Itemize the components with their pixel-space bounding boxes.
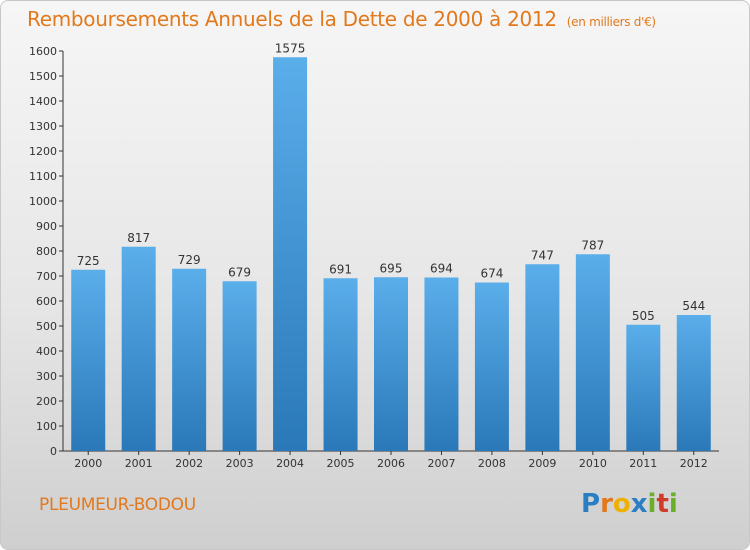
bar — [424, 277, 459, 451]
bar-series: 725 817 729 679 1575 691 695 694 674 747 787 505 544 — [71, 41, 711, 451]
bar-value-label: 694 — [430, 262, 453, 276]
bar-value-label: 505 — [632, 309, 655, 323]
proxiti-logo: Proxiti — [581, 489, 678, 519]
y-tick-label: 400 — [36, 345, 57, 358]
y-tick-label: 1500 — [29, 70, 57, 83]
y-tick-label: 600 — [36, 295, 57, 308]
bar-value-label: 729 — [178, 253, 201, 267]
logo-letter: t — [656, 489, 669, 519]
bar-value-label: 679 — [228, 265, 251, 279]
y-tick-label: 800 — [36, 245, 57, 258]
bar-value-label: 725 — [77, 254, 100, 268]
bar — [575, 254, 610, 451]
x-tick-label: 2007 — [427, 457, 455, 470]
bar-value-label: 747 — [531, 248, 554, 262]
y-tick-label: 1400 — [29, 95, 57, 108]
x-tick-label: 2000 — [74, 457, 102, 470]
bar — [474, 282, 509, 451]
chart-subtitle: (en milliers d'€) — [566, 15, 656, 29]
y-tick-label: 900 — [36, 220, 57, 233]
x-axis: 2000 2001 2002 2003 2004 2005 2006 2007 2008 2009… — [63, 450, 719, 470]
bar — [676, 315, 711, 451]
bar — [374, 277, 408, 451]
y-tick-label: 1300 — [29, 120, 57, 133]
y-tick-label: 1100 — [29, 170, 57, 183]
bar — [525, 264, 560, 451]
chart-title-text: Remboursements Annuels de la Dette de 20… — [27, 7, 557, 31]
x-tick-label: 2010 — [579, 457, 607, 470]
y-tick-label: 1200 — [29, 145, 57, 158]
x-tick-label: 2005 — [327, 457, 355, 470]
bar-value-label: 695 — [380, 261, 403, 275]
bar-value-label: 787 — [581, 238, 604, 252]
x-tick-label: 2001 — [125, 457, 153, 470]
y-tick-label: 200 — [36, 395, 57, 408]
bar — [172, 268, 207, 451]
x-tick-label: 2008 — [478, 457, 506, 470]
y-tick-label: 300 — [36, 370, 57, 383]
x-tick-label: 2004 — [276, 457, 304, 470]
x-tick-label: 2011 — [629, 457, 657, 470]
x-tick-label: 2006 — [377, 457, 405, 470]
logo-letter: o — [612, 489, 631, 519]
y-tick-label: 500 — [36, 320, 57, 333]
bar-value-label: 1575 — [275, 41, 306, 55]
y-axis: 0 100 200 300 400 500 600 700 800 900 1000 1100 1200… — [29, 45, 64, 458]
bar-value-label: 691 — [329, 262, 352, 276]
x-tick-label: 2002 — [175, 457, 203, 470]
y-tick-label: 700 — [36, 270, 57, 283]
x-tick-label: 2009 — [528, 457, 556, 470]
bar — [273, 57, 308, 451]
chart-title: Remboursements Annuels de la Dette de 20… — [27, 7, 656, 31]
x-tick-label: 2012 — [680, 457, 708, 470]
logo-letter: x — [630, 489, 648, 519]
bar — [121, 246, 156, 451]
y-tick-label: 0 — [50, 445, 57, 458]
x-tick-label: 2003 — [226, 457, 254, 470]
logo-letter: i — [668, 489, 678, 519]
bar — [626, 324, 661, 451]
bar — [222, 281, 257, 451]
y-tick-label: 1000 — [29, 195, 57, 208]
bar-value-label: 817 — [127, 231, 150, 245]
logo-letter: i — [647, 489, 657, 519]
logo-letter: P — [581, 489, 601, 519]
bar-value-label: 544 — [682, 299, 705, 313]
logo-letter: r — [600, 489, 613, 519]
commune-name: PLEUMEUR-BODOU — [39, 495, 196, 515]
bar — [71, 269, 106, 451]
bar-value-label: 674 — [480, 267, 503, 281]
y-tick-label: 1600 — [29, 45, 57, 58]
y-tick-label: 100 — [36, 420, 57, 433]
bar — [323, 278, 358, 451]
